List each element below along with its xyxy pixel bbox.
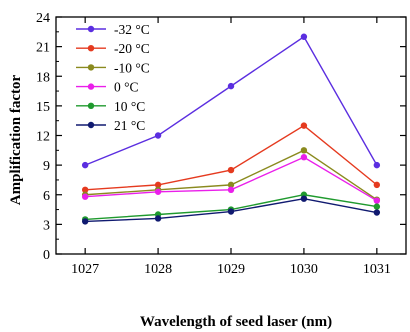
series-4 xyxy=(81,191,381,223)
x-tick-label: 1030 xyxy=(290,262,318,277)
data-point xyxy=(227,208,235,215)
data-point xyxy=(300,195,308,202)
y-tick-label: 24 xyxy=(36,11,50,26)
legend-entry-1: -20 °C xyxy=(76,41,150,56)
x-tick-label: 1029 xyxy=(217,262,245,277)
data-point xyxy=(300,122,308,129)
y-tick-label: 15 xyxy=(36,100,50,115)
legend-label: 0 °C xyxy=(114,80,139,95)
legend-label: 21 °C xyxy=(114,118,145,133)
legend-entry-4: 10 °C xyxy=(76,99,145,114)
data-point xyxy=(81,218,89,225)
legend-label: -32 °C xyxy=(114,22,150,37)
x-tick-label: 1027 xyxy=(71,262,99,277)
data-point xyxy=(227,186,235,194)
data-point xyxy=(227,166,235,174)
data-point xyxy=(300,154,308,161)
legend-entry-3: 0 °C xyxy=(76,80,139,95)
y-tick-label: 9 xyxy=(43,159,50,174)
legend-swatch-marker xyxy=(87,121,95,129)
x-axis-title: Wavelength of seed laser (nm) xyxy=(140,314,332,330)
legend-entry-2: -10 °C xyxy=(76,60,150,75)
legend-label: -10 °C xyxy=(114,60,150,75)
data-point xyxy=(154,188,162,195)
data-point xyxy=(81,193,89,200)
y-tick-label: 18 xyxy=(36,70,50,85)
data-point xyxy=(81,186,89,194)
legend-label: -20 °C xyxy=(114,41,150,56)
legend-entry-0: -32 °C xyxy=(76,22,150,37)
series-line xyxy=(85,124,378,191)
y-tick-label: 21 xyxy=(36,41,50,56)
data-point xyxy=(373,161,381,169)
series-line xyxy=(85,156,378,202)
legend-label: 10 °C xyxy=(114,99,145,114)
y-tick-label: 6 xyxy=(43,189,50,204)
y-tick-label: 0 xyxy=(43,248,50,263)
data-point xyxy=(227,82,235,90)
data-point xyxy=(373,197,381,204)
x-tick-label: 1031 xyxy=(363,262,391,277)
data-point xyxy=(154,215,162,222)
data-point xyxy=(154,181,162,189)
legend: -32 °C -20 °C -10 °C 0 °C 10 °C 21 °C xyxy=(76,22,150,133)
data-point xyxy=(227,181,235,189)
x-axis: 1027 1028 1029 1030 1031 xyxy=(71,17,391,277)
series-3 xyxy=(81,154,381,204)
legend-swatch-marker xyxy=(87,83,95,90)
y-tick-label: 12 xyxy=(36,130,50,145)
data-point xyxy=(81,161,89,169)
data-point xyxy=(373,203,381,210)
legend-swatch-marker xyxy=(87,25,95,33)
legend-swatch-marker xyxy=(87,102,95,110)
data-point xyxy=(300,33,308,40)
series-1 xyxy=(81,122,381,194)
legend-entry-5: 21 °C xyxy=(76,118,145,133)
series-layer xyxy=(81,33,381,225)
data-point xyxy=(373,181,381,189)
x-tick-label: 1028 xyxy=(144,262,172,277)
y-tick-label: 3 xyxy=(43,218,50,233)
y-axis: 0 3 6 9 12 15 18 21 24 xyxy=(36,11,406,263)
y-axis-title: Amplification factor xyxy=(8,74,24,205)
data-point xyxy=(154,132,162,139)
legend-swatch-marker xyxy=(87,64,95,71)
data-point xyxy=(300,147,308,154)
series-0 xyxy=(81,33,381,169)
legend-swatch-marker xyxy=(87,45,95,52)
data-point xyxy=(373,209,381,216)
series-5 xyxy=(81,195,381,225)
